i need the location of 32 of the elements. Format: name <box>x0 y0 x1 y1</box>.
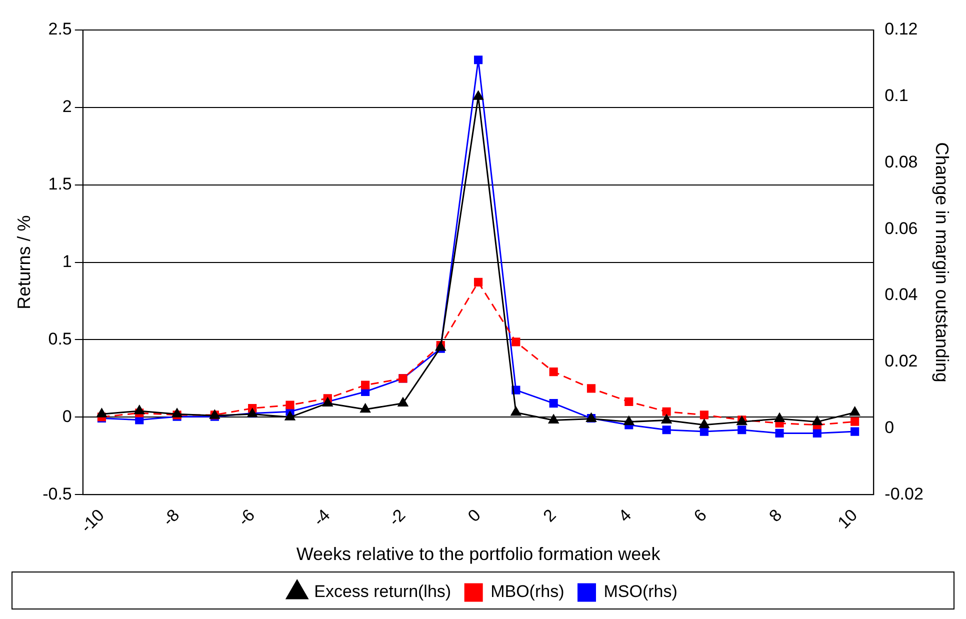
y2-tick-label: 0.12 <box>884 20 918 39</box>
y-tick-label: 0.5 <box>48 329 72 348</box>
x-tick-label: 0 <box>464 506 484 526</box>
y-axis-title: Returns / % <box>14 215 34 310</box>
y2-tick-label: 0.04 <box>884 285 918 304</box>
x-tick-label: -6 <box>234 506 258 530</box>
y2-axis-title: Change in margin outstanding <box>932 142 952 382</box>
y2-tick-label: -0.02 <box>884 484 924 504</box>
x-tick-label: 6 <box>690 506 710 526</box>
x-tick-label: -4 <box>310 506 334 530</box>
y-tick-label: 2.5 <box>48 20 72 39</box>
legend-label: MBO(rhs) <box>490 582 564 602</box>
y2-tick-label: 0.1 <box>884 86 908 106</box>
x-axis-title: Weeks relative to the portfolio formation week <box>296 544 662 564</box>
x-tick-label: 10 <box>834 506 861 532</box>
y2-tick-label: 0.08 <box>884 152 918 172</box>
y-tick-label: 1.5 <box>48 174 72 194</box>
x-tick-label: 2 <box>540 506 560 526</box>
legend-label: Excess return(lhs) <box>314 582 452 602</box>
x-tick-label: -10 <box>77 506 108 536</box>
legend-label: MSO(rhs) <box>604 582 678 602</box>
y2-tick-label: 0.06 <box>884 218 918 238</box>
y2-tick-label: 0.02 <box>884 352 918 371</box>
y2-tick-label: 0 <box>884 418 894 437</box>
y-tick-label: -0.5 <box>42 484 72 504</box>
x-tick-label: -8 <box>159 506 184 530</box>
x-tick-label: 4 <box>614 506 636 526</box>
y-tick-label: 2 <box>62 97 72 116</box>
y-tick-label: 0 <box>62 406 72 426</box>
y-tick-label: 1 <box>62 252 72 271</box>
x-tick-label: 8 <box>766 506 786 526</box>
x-tick-label: -2 <box>384 506 410 530</box>
